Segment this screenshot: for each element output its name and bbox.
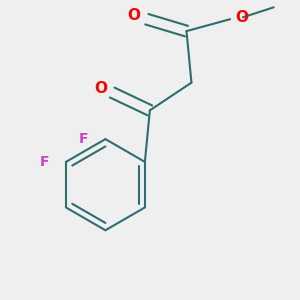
Text: O: O (94, 81, 107, 96)
Text: O: O (236, 10, 248, 25)
Text: F: F (79, 132, 88, 146)
Text: F: F (39, 155, 49, 169)
Text: O: O (128, 8, 140, 23)
